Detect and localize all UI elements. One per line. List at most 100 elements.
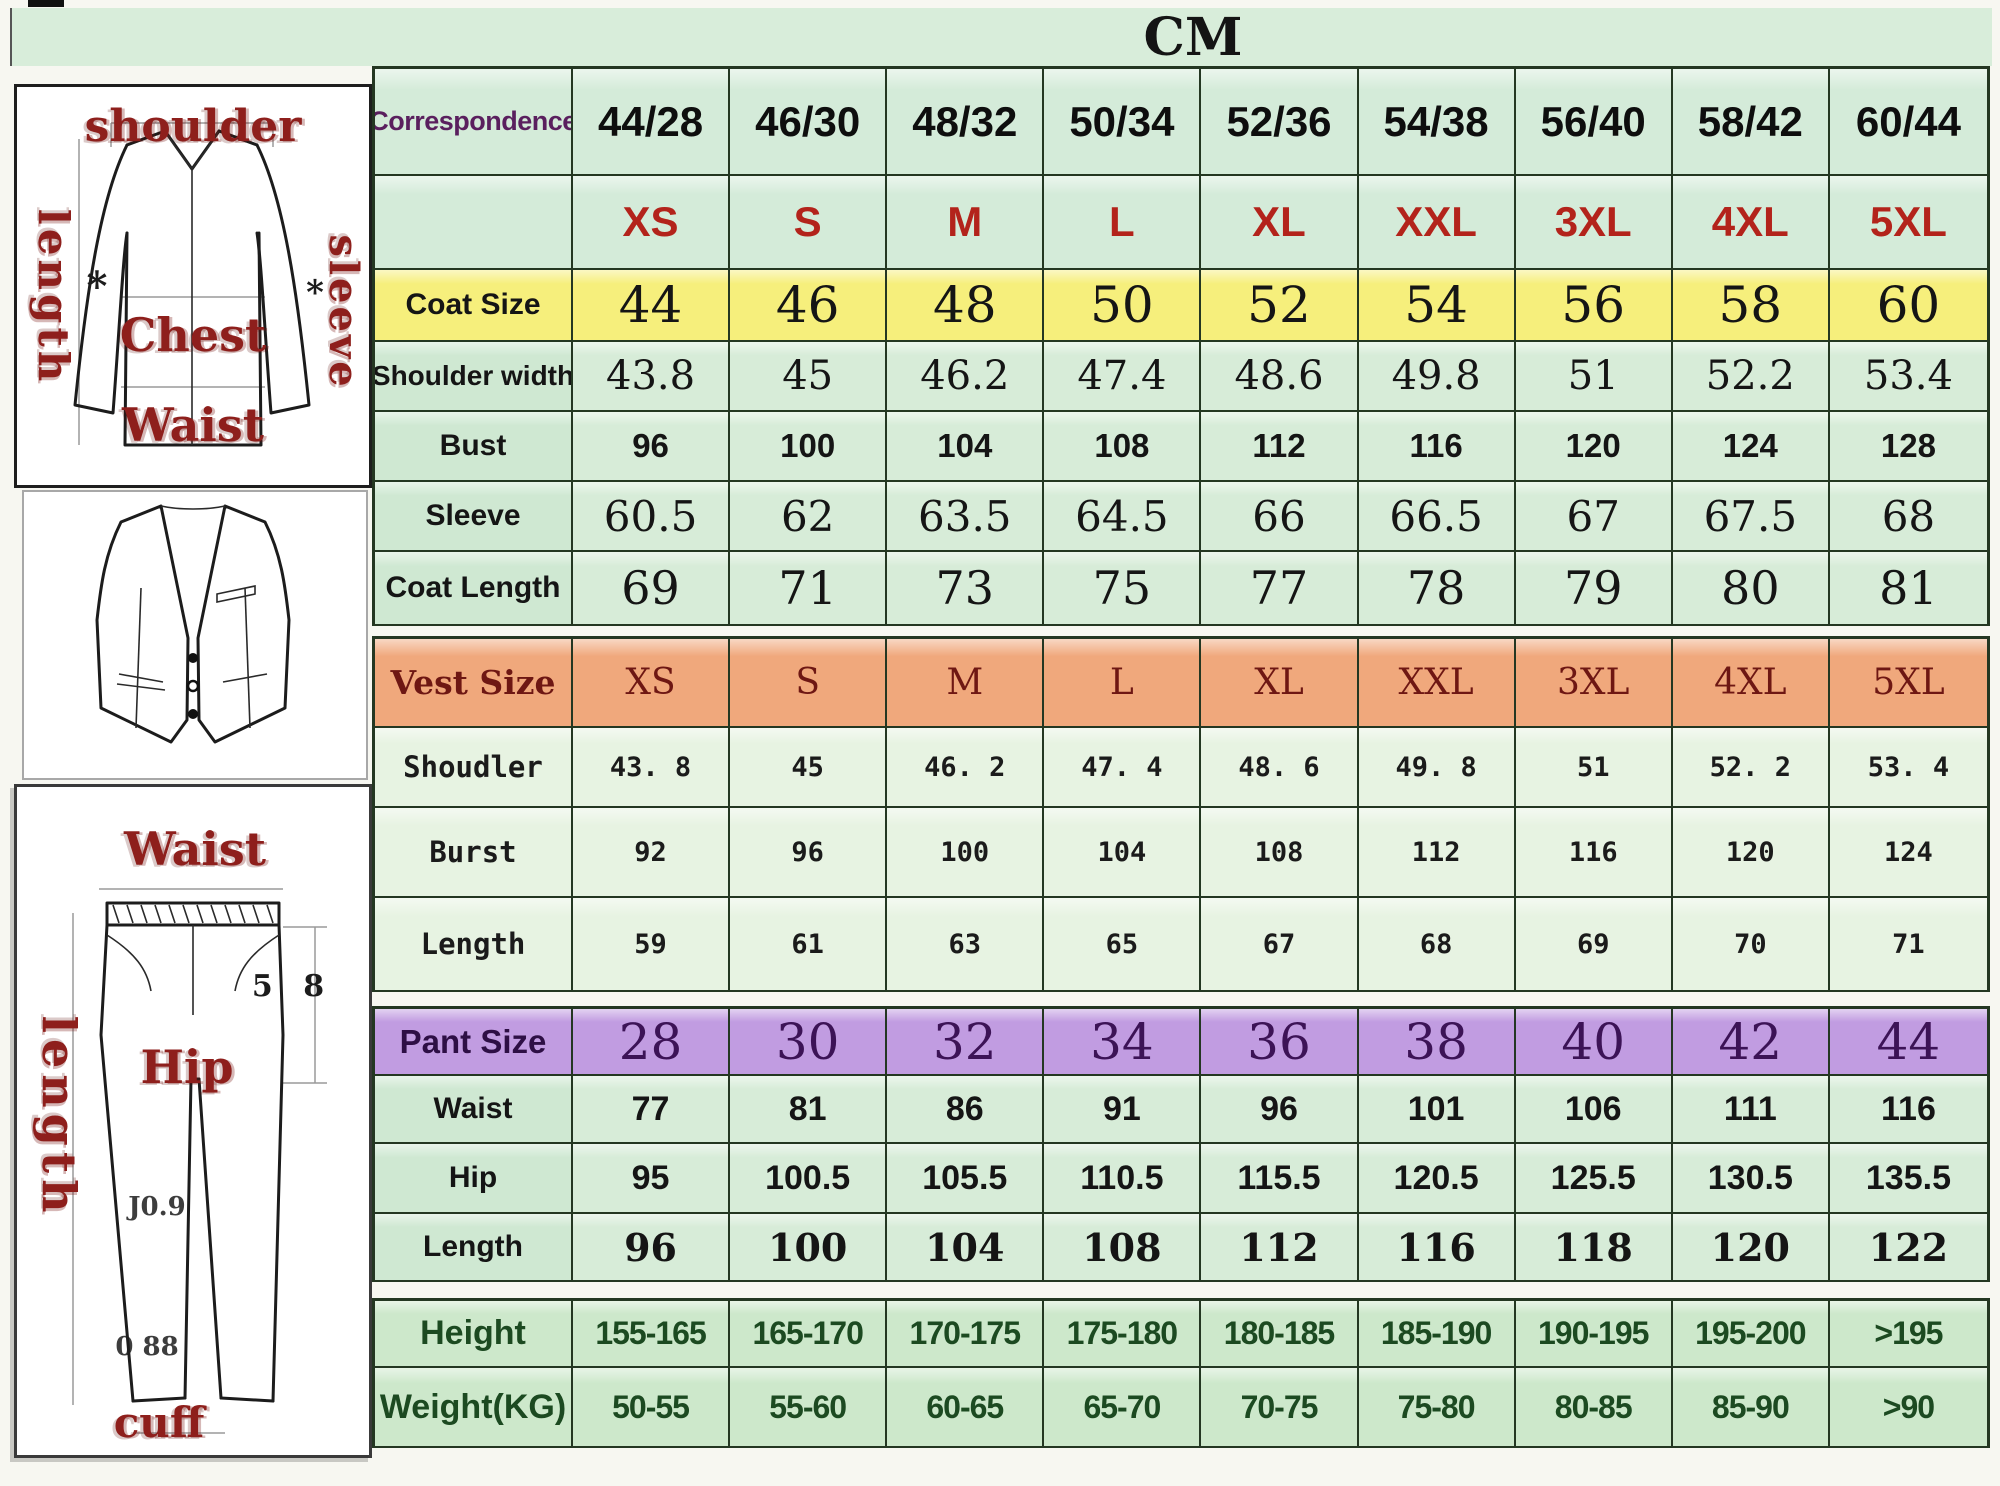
vest-bust-value: 120 — [1672, 808, 1830, 898]
height-value: 195-200 — [1672, 1301, 1830, 1368]
height-value: 175-180 — [1044, 1301, 1202, 1368]
pant-length-value: 122 — [1829, 1214, 1987, 1282]
vest-shoulder-value: 48. 6 — [1201, 728, 1359, 808]
sleeve-value: 62 — [730, 482, 888, 552]
correspondence-value: 56/40 — [1515, 69, 1673, 176]
section-gap — [372, 992, 1990, 1006]
vest-sketch — [95, 504, 291, 744]
pant-size-value: 38 — [1358, 1009, 1516, 1076]
vest-length-value: 71 — [1829, 898, 1987, 992]
size-letters-value: 4XL — [1672, 176, 1830, 270]
pant-hip-value: 125.5 — [1515, 1144, 1673, 1214]
size-letters-value: L — [1044, 176, 1202, 270]
vest-shoulder-value: 53. 4 — [1829, 728, 1987, 808]
sleeve-value: 66 — [1201, 482, 1359, 552]
vest-length-value: 70 — [1672, 898, 1830, 992]
coat-shoulder-label: shoulder — [84, 101, 302, 152]
vest-size-value: S — [730, 639, 888, 728]
coat-sketch — [73, 122, 311, 447]
coat-length-row-label: Coat Length — [375, 552, 573, 626]
pant-hip-value: 130.5 — [1672, 1144, 1830, 1214]
size-letters-value: XS — [573, 176, 731, 270]
vest-length-value: 69 — [1515, 898, 1673, 992]
weight-value: 60-65 — [887, 1368, 1045, 1448]
pant-waist-value: 106 — [1515, 1076, 1673, 1144]
height-value: 190-195 — [1515, 1301, 1673, 1368]
bust-value: 108 — [1044, 412, 1202, 482]
height-value: >195 — [1829, 1301, 1987, 1368]
correspondence-value: 54/38 — [1358, 69, 1516, 176]
bust-value: 96 — [573, 412, 731, 482]
table-row-vest-size: Vest Size XS S M L XL XXL 3XL 4XL 5XL — [372, 636, 1990, 728]
table-row-coat-length: Coat Length 69 71 73 75 77 78 79 80 81 — [372, 552, 1990, 626]
weight-value: 85-90 — [1672, 1368, 1830, 1448]
pant-length-label: length — [32, 1015, 86, 1219]
coat-length-value: 77 — [1201, 552, 1359, 626]
pant-size-row-label: Pant Size — [375, 1009, 573, 1076]
pant-size-value: 44 — [1829, 1009, 1987, 1076]
bust-row-label: Bust — [375, 412, 573, 482]
size-letters-value: S — [730, 176, 888, 270]
table-row-sleeve: Sleeve 60.5 62 63.5 64.5 66 66.5 67 67.5 68 — [372, 482, 1990, 552]
vest-length-row-label: Length — [375, 898, 573, 992]
pant-waist-value: 91 — [1044, 1076, 1202, 1144]
correspondence-value: 60/44 — [1829, 69, 1987, 176]
bust-value: 100 — [730, 412, 888, 482]
bust-value: 128 — [1829, 412, 1987, 482]
vest-shoulder-value: 43. 8 — [573, 728, 731, 808]
title-band: CM — [10, 7, 1992, 68]
bust-value: 104 — [887, 412, 1045, 482]
stamp-mark: 0 88 — [115, 1332, 179, 1362]
vest-size-value: 5XL — [1829, 639, 1987, 728]
pant-length-value: 100 — [730, 1214, 888, 1282]
weight-value: 55-60 — [730, 1368, 888, 1448]
pant-size-value: 42 — [1672, 1009, 1830, 1076]
correspondence-value: 46/30 — [730, 69, 888, 176]
table-row-shoulder-width: Shoulder width 43.8 45 46.2 47.4 48.6 49.8 51 52… — [372, 342, 1990, 412]
coat-length-value: 79 — [1515, 552, 1673, 626]
vest-size-value: L — [1044, 639, 1202, 728]
coat-size-row-label: Coat Size — [375, 270, 573, 342]
sleeve-value: 67.5 — [1672, 482, 1830, 552]
pant-length-value: 104 — [887, 1214, 1045, 1282]
table-row-weight: Weight(KG) 50-55 55-60 60-65 65-70 70-75 75-80… — [372, 1368, 1990, 1448]
height-value: 170-175 — [887, 1301, 1045, 1368]
coat-length-value: 73 — [887, 552, 1045, 626]
coat-length-value: 80 — [1672, 552, 1830, 626]
weight-value: 65-70 — [1044, 1368, 1202, 1448]
shoulder-width-value: 52.2 — [1672, 342, 1830, 412]
size-letters-value: M — [887, 176, 1045, 270]
table-row-pant-size: Pant Size 28 30 32 34 36 38 40 42 44 — [372, 1006, 1990, 1076]
vest-size-value: 4XL — [1672, 639, 1830, 728]
section-gap — [372, 626, 1990, 636]
weight-value: 70-75 — [1201, 1368, 1359, 1448]
vest-shoulder-value: 45 — [730, 728, 888, 808]
side-measure-mark: 5 8 — [251, 969, 335, 1004]
table-row-vest-bust: Burst 92 96 100 104 108 112 116 120 124 — [372, 808, 1990, 898]
pant-waist-value: 86 — [887, 1076, 1045, 1144]
table-row-pant-waist: Waist 77 81 86 91 96 101 106 111 116 — [372, 1076, 1990, 1144]
vest-size-value: M — [887, 639, 1045, 728]
vest-shoulder-row-label: Shoudler — [375, 728, 573, 808]
vest-shoulder-value: 46. 2 — [887, 728, 1045, 808]
table-row-height: Height 155-165 165-170 170-175 175-180 180-18… — [372, 1298, 1990, 1368]
vest-diagram — [22, 490, 368, 780]
pant-cuff-label: cuff — [113, 1398, 205, 1447]
coat-diagram: shoulder length sleeve Chest Waist * * — [14, 84, 372, 488]
size-letters-value: 5XL — [1829, 176, 1987, 270]
size-table: Correspondence 44/28 46/30 48/32 50/34 52/36 5… — [372, 66, 1990, 1448]
pant-hip-row-label: Hip — [375, 1144, 573, 1214]
sleeve-row-label: Sleeve — [375, 482, 573, 552]
bust-value: 112 — [1201, 412, 1359, 482]
sleeve-value: 67 — [1515, 482, 1673, 552]
pant-waist-value: 81 — [730, 1076, 888, 1144]
vest-length-value: 59 — [573, 898, 731, 992]
height-value: 165-170 — [730, 1301, 888, 1368]
shoulder-width-value: 51 — [1515, 342, 1673, 412]
coat-sleeve-label: sleeve — [320, 234, 367, 390]
pant-size-value: 28 — [573, 1009, 731, 1076]
coat-length-value: 75 — [1044, 552, 1202, 626]
vest-shoulder-value: 51 — [1515, 728, 1673, 808]
table-row-bust: Bust 96 100 104 108 112 116 120 124 128 — [372, 412, 1990, 482]
